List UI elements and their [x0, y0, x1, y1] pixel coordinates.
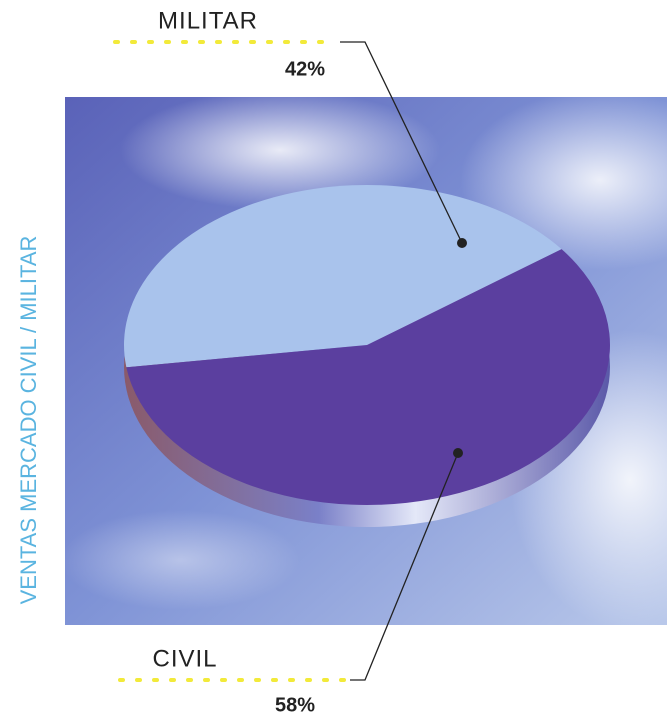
leader-dot — [457, 238, 467, 248]
value-label: 58% — [275, 694, 315, 716]
leader-line — [350, 452, 459, 681]
leader-dot — [453, 448, 463, 458]
cloud — [120, 90, 440, 210]
chart-title: VENTAS MERCADO CIVIL / MILITAR — [16, 236, 41, 605]
pie-slice — [126, 249, 611, 506]
leader-line — [340, 41, 463, 244]
slice-label: CIVIL — [152, 645, 217, 672]
slice-label: MILITAR — [158, 7, 258, 34]
pie — [124, 185, 611, 506]
value-label: 42% — [285, 58, 325, 80]
cloud — [60, 510, 300, 610]
pie-slice — [124, 185, 562, 368]
